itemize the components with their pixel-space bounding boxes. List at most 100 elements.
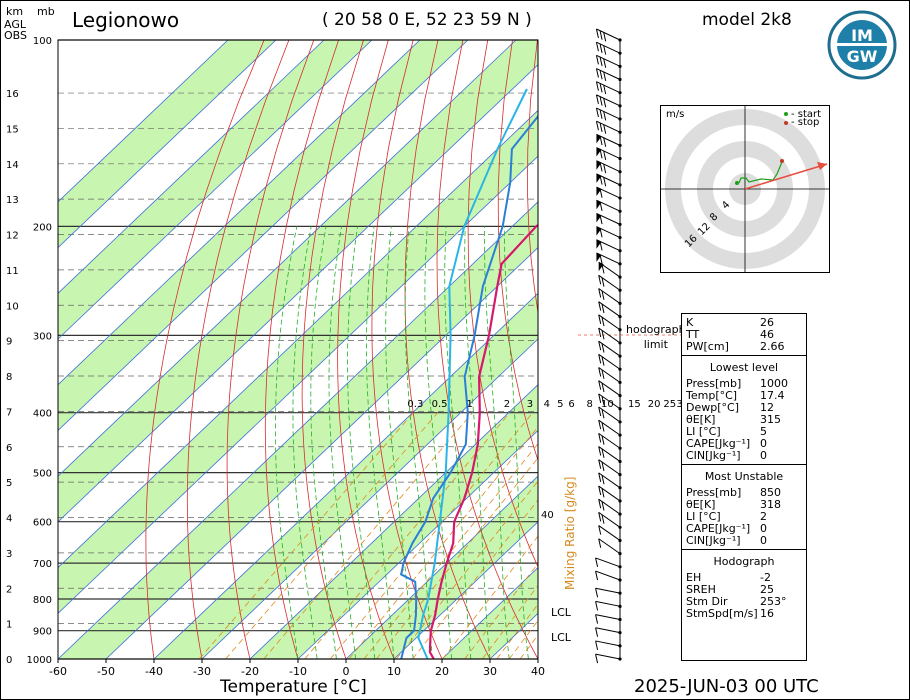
pressure-tick-label: 300 bbox=[33, 331, 52, 342]
pressure-tick-label: 100 bbox=[33, 36, 52, 47]
wind-barb bbox=[595, 107, 621, 121]
height-tick-label: 11 bbox=[6, 266, 19, 277]
pressure-tick-label: 400 bbox=[33, 409, 52, 420]
dry-adiabat bbox=[186, 40, 290, 659]
height-tick-label: 3 bbox=[6, 549, 12, 560]
wind-barb bbox=[595, 570, 621, 581]
wind-barb bbox=[596, 147, 621, 161]
pressure-tick-label: 800 bbox=[33, 595, 52, 606]
stat-key: StmSpd[m/s] bbox=[686, 607, 758, 620]
isotherm-line bbox=[201, 338, 538, 659]
temperature-tick-label: 40 bbox=[531, 665, 545, 678]
isotherm-line bbox=[249, 384, 538, 659]
dry-adiabat bbox=[145, 40, 265, 659]
stat-key: Press[mb] bbox=[686, 377, 742, 390]
stat-value: 253° bbox=[760, 595, 787, 608]
wind-level-dot bbox=[618, 644, 622, 648]
wind-barb bbox=[598, 419, 621, 436]
mixing-ratio-line bbox=[481, 584, 538, 659]
pressure-tick-label: 700 bbox=[33, 559, 52, 570]
wind-barb bbox=[598, 525, 621, 541]
x-axis-label: Temperature [°C] bbox=[220, 677, 367, 697]
isotherm-line bbox=[58, 64, 538, 523]
wind-barb bbox=[595, 653, 621, 664]
height-tick-label: 2 bbox=[6, 584, 12, 595]
stat-value: 0 bbox=[760, 534, 767, 547]
stat-key: CIN[Jkg⁻¹] bbox=[686, 534, 741, 547]
isotherm-line bbox=[58, 40, 229, 203]
isotherm-line bbox=[58, 40, 325, 294]
wind-barb bbox=[596, 212, 621, 225]
stat-row: CIN[Jkg⁻¹] 0 bbox=[686, 450, 802, 462]
wind-barb bbox=[595, 81, 621, 95]
mixing-ratio-line bbox=[225, 412, 438, 659]
wind-barb bbox=[598, 327, 621, 344]
isotherm-line bbox=[58, 201, 538, 659]
stat-row: Stm Dir 253° bbox=[686, 596, 802, 608]
height-tick-label: 1 bbox=[6, 620, 12, 631]
stability-indices-panel: K 26 TT 46 PW[cm] 2.66 Lowest level Press[mb]… bbox=[681, 313, 807, 661]
stat-row: EH -2 bbox=[686, 572, 802, 584]
stat-key: SREH bbox=[686, 583, 716, 596]
height-tick-label: 16 bbox=[6, 89, 19, 100]
hodograph-stats-section: Hodograph EH -2 SREH 25 Stm Dir 253° StmSpd[m/… bbox=[682, 549, 806, 622]
wind-barb bbox=[598, 380, 621, 397]
wind-barb bbox=[596, 173, 621, 187]
mixing-ratio-value: 5 bbox=[557, 399, 564, 410]
moist-adiabat bbox=[404, 226, 433, 659]
stat-row: PW[cm] 2.66 bbox=[686, 341, 802, 353]
stat-key: K bbox=[686, 316, 694, 329]
hodograph-limit-text: limit bbox=[643, 338, 668, 351]
dry-adiabat bbox=[497, 40, 538, 462]
stat-row: LI [°C] 5 bbox=[686, 426, 802, 438]
moist-adiabat bbox=[444, 226, 472, 659]
isotherm-line bbox=[345, 475, 538, 659]
wind-barb bbox=[598, 340, 621, 357]
height-tick-label: 8 bbox=[6, 372, 12, 383]
stat-key: CAPE[Jkg⁻¹] bbox=[686, 437, 751, 450]
wind-barb bbox=[598, 314, 621, 331]
height-tick-label: 5 bbox=[6, 478, 12, 489]
svg-text:IM: IM bbox=[851, 26, 873, 45]
stat-value: 318 bbox=[760, 498, 781, 511]
mixing-ratio-line bbox=[519, 634, 538, 659]
moist-adiabat bbox=[484, 226, 510, 659]
stat-key: PW[cm] bbox=[686, 340, 729, 353]
temperature-profile-line bbox=[428, 223, 538, 659]
mixing-ratio-line bbox=[363, 443, 538, 659]
wind-barb bbox=[598, 432, 621, 449]
height-tick-label: 10 bbox=[6, 301, 19, 312]
dry-adiabat bbox=[860, 40, 910, 659]
mixing-ratio-line bbox=[412, 499, 538, 659]
pressure-tick-label: 200 bbox=[33, 222, 52, 233]
moist-adiabat bbox=[424, 226, 452, 659]
stat-row: θE[K] 315 bbox=[686, 414, 802, 426]
wind-barb bbox=[595, 587, 621, 598]
storm-motion-arrow bbox=[744, 163, 828, 190]
hodograph-limit-label: hodograph limit bbox=[626, 322, 686, 352]
hodograph-start-dot bbox=[735, 181, 739, 185]
height-tick-label: 6 bbox=[6, 443, 12, 454]
stat-value: 5 bbox=[760, 425, 767, 438]
mixing-ratio-value: 0.3 bbox=[407, 399, 424, 410]
lcl-label: LCL bbox=[551, 606, 571, 619]
stat-key: LI [°C] bbox=[686, 510, 721, 523]
wind-barb bbox=[598, 498, 621, 515]
moist-adiabat bbox=[274, 226, 299, 659]
isotherm-line bbox=[58, 40, 517, 477]
wind-barb bbox=[595, 28, 621, 42]
stat-row: Dewp[°C] 12 bbox=[686, 402, 802, 414]
height-tick-label: 14 bbox=[6, 160, 19, 171]
most-unstable-section: Most Unstable Press[mb] 850 θE[K] 318 LI [°C… bbox=[682, 464, 806, 549]
station-name: Legionowo bbox=[72, 8, 180, 32]
pressure-tick-label: 900 bbox=[33, 627, 52, 638]
stat-key: CAPE[Jkg⁻¹] bbox=[686, 522, 751, 535]
stat-key: θE[K] bbox=[686, 413, 716, 426]
isotherm-line bbox=[58, 155, 538, 614]
imgw-logo: IM GW bbox=[827, 10, 897, 80]
wind-barb bbox=[596, 199, 621, 212]
moist-adiabat bbox=[347, 226, 376, 659]
mixing-ratio-value: 20 bbox=[647, 399, 661, 410]
stat-value: 16 bbox=[760, 607, 774, 620]
stat-value: 850 bbox=[760, 486, 781, 499]
